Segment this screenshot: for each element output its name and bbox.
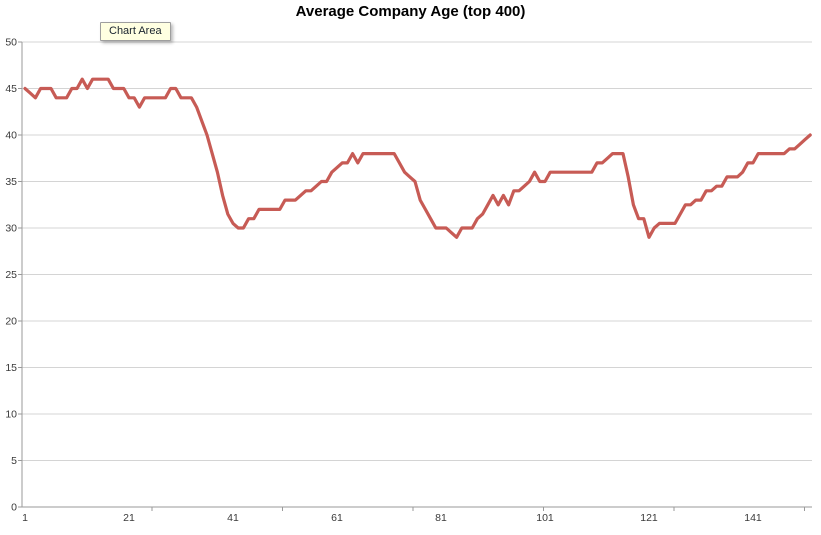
x-axis-tick-label[interactable]: 21 — [123, 512, 135, 524]
y-axis-tick-label[interactable]: 0 — [11, 502, 17, 514]
x-axis-tick-label[interactable]: 141 — [744, 512, 762, 524]
y-axis-tick-label[interactable]: 40 — [5, 130, 17, 142]
y-axis-tick-label[interactable]: 35 — [5, 176, 17, 188]
x-axis-tick-label[interactable]: 41 — [227, 512, 239, 524]
y-axis-tick-label[interactable]: 10 — [5, 409, 17, 421]
x-axis-tick-label[interactable]: 1 — [22, 512, 28, 524]
chart-title[interactable]: Average Company Age (top 400) — [295, 3, 526, 20]
x-axis-tick-label[interactable]: 101 — [536, 512, 554, 524]
y-axis-tick-label[interactable]: 30 — [5, 223, 17, 235]
x-axis-tick-label[interactable]: 121 — [640, 512, 658, 524]
tooltip-label: Chart Area — [109, 25, 162, 37]
x-axis-tick-label[interactable]: 61 — [331, 512, 343, 524]
series-line[interactable] — [23, 77, 812, 239]
y-axis-tick-label[interactable]: 50 — [5, 37, 17, 49]
y-axis-tick-label[interactable]: 25 — [5, 269, 17, 281]
x-axis-tick-label[interactable]: 81 — [435, 512, 447, 524]
y-axis-tick-label[interactable]: 15 — [5, 362, 17, 374]
chart-area-tooltip: Chart Area — [100, 22, 171, 41]
y-axis-tick-label[interactable]: 45 — [5, 83, 17, 95]
y-axis-tick-label[interactable]: 20 — [5, 316, 17, 328]
y-axis-tick-label[interactable]: 5 — [11, 455, 17, 467]
